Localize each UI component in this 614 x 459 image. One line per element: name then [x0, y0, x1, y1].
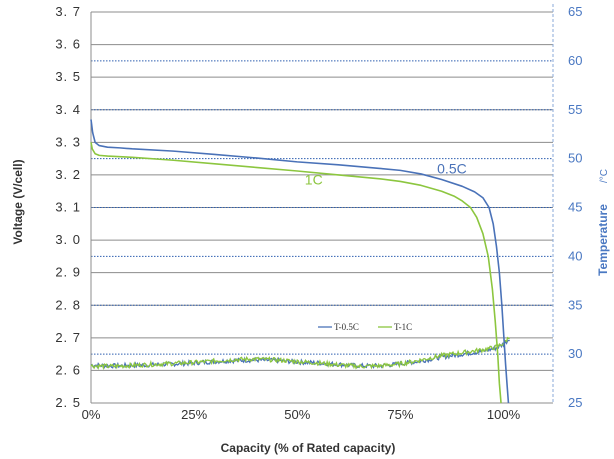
y-tick-label: 2. 7 — [55, 330, 81, 345]
axes — [90, 4, 554, 404]
y-tick-label: 2. 9 — [55, 265, 81, 280]
legend: T-0.5C T-1C — [318, 322, 412, 332]
y2-tick-label: 35 — [568, 297, 582, 312]
legend-label: T-1C — [394, 322, 412, 332]
y-tick-label: 3. 7 — [55, 4, 81, 19]
y2-tick-label: 60 — [568, 53, 582, 68]
y2-tick-label: 25 — [568, 395, 582, 410]
temp-line-t-1c — [90, 336, 510, 371]
x-tick-label: 50% — [284, 407, 310, 422]
y-tick-label: 3. 3 — [55, 134, 81, 149]
series-annotation: 0.5C — [437, 160, 467, 176]
y2-axis-unit: /°C — [599, 169, 610, 183]
y-tick-label: 3. 1 — [55, 200, 81, 215]
y-tick-label: 3. 6 — [55, 37, 81, 52]
y-axis-title: Voltage (V/cell) — [11, 159, 25, 244]
y-tick-label: 3. 0 — [55, 232, 81, 247]
y-tick-label: 3. 2 — [55, 167, 81, 182]
voltage-line-1c — [90, 142, 502, 404]
y-tick-label: 3. 5 — [55, 69, 81, 84]
x-tick-label: 75% — [387, 407, 413, 422]
y2-tick-label: 50 — [568, 151, 582, 166]
series-annotations: 0.5C 1C — [305, 160, 467, 187]
grid — [91, 11, 553, 371]
x-axis-title: Capacity (% of Rated capacity) — [221, 441, 396, 455]
y2-tick-label: 45 — [568, 200, 582, 215]
y2-tick-label: 30 — [568, 346, 582, 361]
series-lines — [90, 119, 510, 404]
y-tick-label: 3. 4 — [55, 102, 81, 117]
series-annotation: 1C — [305, 172, 323, 188]
y2-tick-label: 55 — [568, 102, 582, 117]
voltage-line-0-5c — [90, 119, 510, 404]
y2-axis-title: Temperature — [596, 204, 610, 276]
legend-label: T-0.5C — [334, 322, 359, 332]
y-tick-label: 2. 5 — [55, 395, 81, 410]
y2-tick-label: 65 — [568, 4, 582, 19]
y-tick-label: 2. 6 — [55, 362, 81, 377]
y-tick-label: 2. 8 — [55, 297, 81, 312]
y2-tick-label: 40 — [568, 248, 582, 263]
x-tick-label: 0% — [82, 407, 101, 422]
x-tick-label: 100% — [487, 407, 521, 422]
tick-labels: 2. 5 2. 6 2. 7 2. 8 2. 9 3. 0 3. 1 3. 2 3. 3 3. 4… — [55, 4, 582, 422]
x-tick-label: 25% — [181, 407, 207, 422]
